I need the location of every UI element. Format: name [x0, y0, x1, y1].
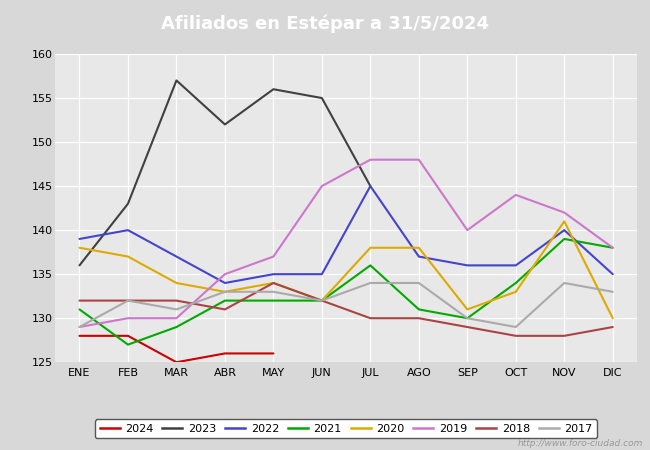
Text: Afiliados en Estépar a 31/5/2024: Afiliados en Estépar a 31/5/2024	[161, 14, 489, 33]
Text: http://www.foro-ciudad.com: http://www.foro-ciudad.com	[518, 439, 644, 448]
Legend: 2024, 2023, 2022, 2021, 2020, 2019, 2018, 2017: 2024, 2023, 2022, 2021, 2020, 2019, 2018…	[95, 419, 597, 438]
